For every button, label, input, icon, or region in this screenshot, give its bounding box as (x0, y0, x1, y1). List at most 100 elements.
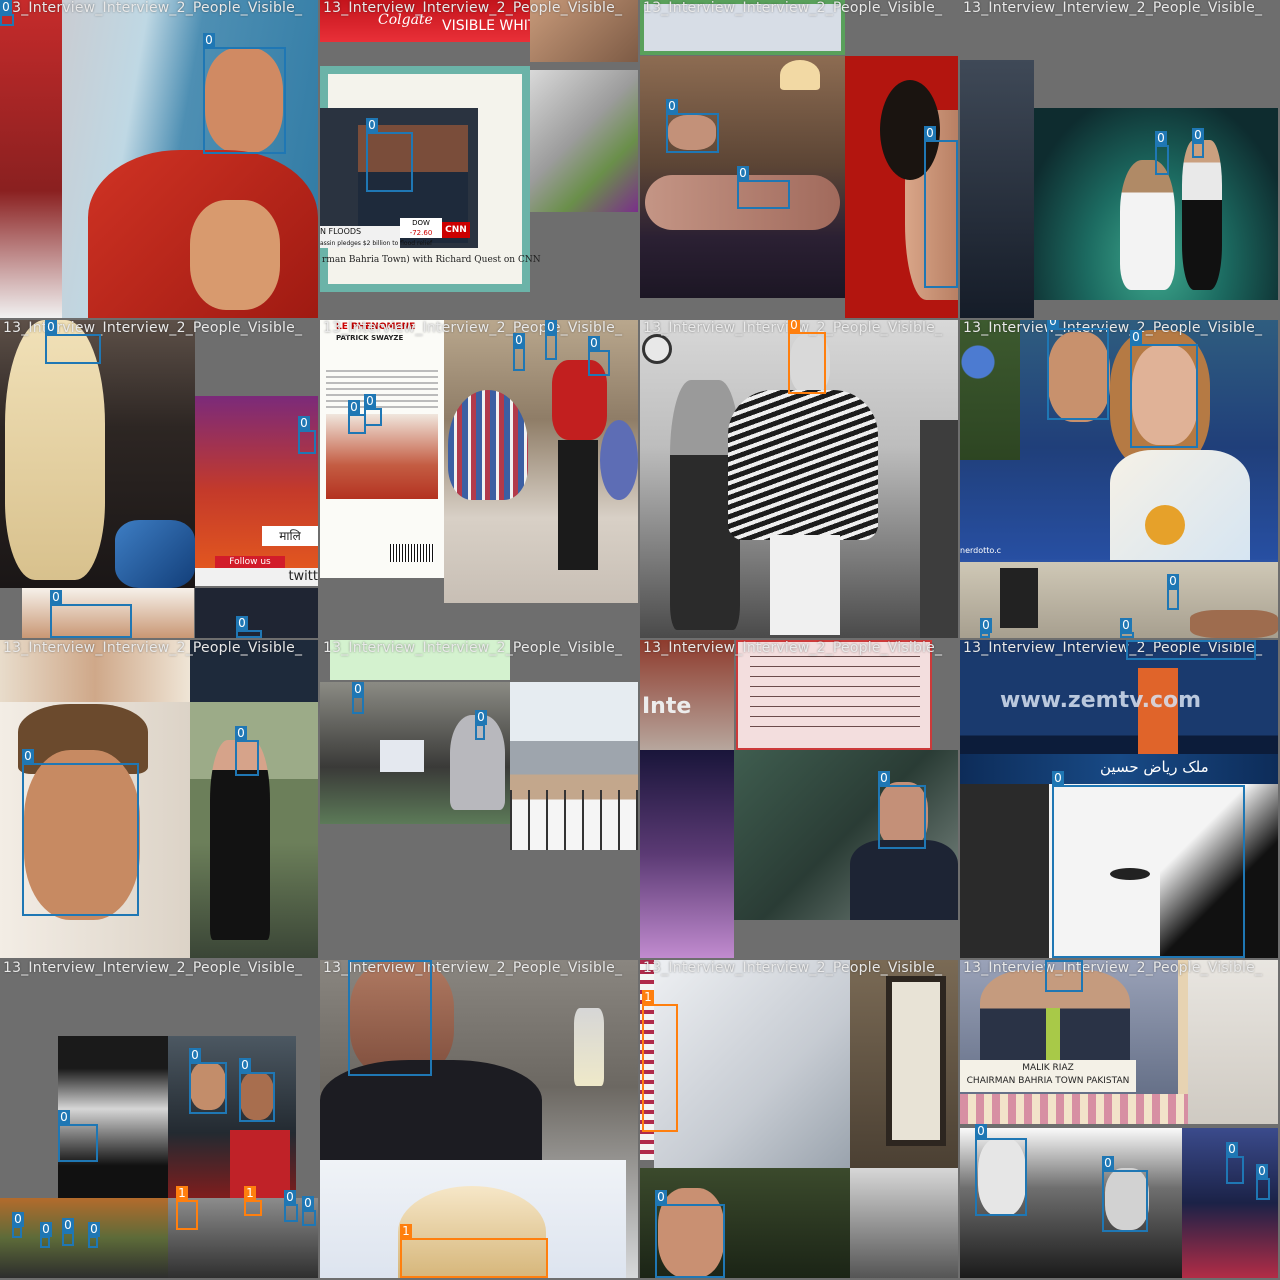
mosaic-tile: 13_Interview_Interview_2_People_Visible_… (0, 640, 318, 958)
face-bounding-box: 0 (1047, 320, 1109, 420)
photo-speaker (1000, 568, 1038, 628)
photo-hand (190, 200, 280, 310)
class-tag: 0 (666, 99, 678, 114)
tile-label: 13_Interview_Interview_2_People_Visible_ (643, 960, 943, 976)
photo-dark-crowd (195, 588, 318, 638)
photo-railing (510, 790, 638, 850)
face-bounding-box: 0 (878, 771, 926, 849)
photo-face (350, 960, 454, 1078)
face-bounding-box: 0 (12, 1212, 24, 1238)
face-bounding-box: 0 (1256, 1164, 1270, 1200)
photo-barcode (390, 544, 434, 562)
photo-dark-stage-left (960, 60, 1034, 318)
class-tag: 1 (176, 1186, 188, 1201)
face-bounding-box: 0 (235, 726, 259, 776)
photo-woman-face (1132, 345, 1198, 445)
dow-value: -72.60 (409, 229, 433, 237)
class-tag: 0 (62, 1218, 74, 1233)
tile-label: 13_Interview_Interview_2_People_Visible_ (3, 640, 303, 656)
tile-label: 13_Interview_Interview_2_People_Visible_ (963, 0, 1263, 16)
photo-dancer-black (1182, 140, 1222, 290)
class-tag: 0 (298, 416, 310, 431)
class-tag: 0 (588, 336, 600, 351)
photo-flowers (960, 320, 1020, 460)
face-bounding-box: 0 (40, 1222, 52, 1248)
face-bounding-box: 0 (1102, 1156, 1148, 1232)
class-tag: 0 (1126, 640, 1138, 641)
mosaic-tile: 13_Interview_Interview_2_People_Visible_… (640, 0, 958, 318)
photo-woman-red-dress (0, 0, 62, 318)
photo-yoga-strip (0, 640, 190, 702)
mosaic-tile: Inte 13_Interview_Interview_2_People_Vis… (640, 640, 958, 958)
photo-striped-poncho (728, 390, 878, 540)
face-bounding-box: 0 (22, 749, 139, 916)
class-tag: 0 (475, 710, 487, 725)
face-bounding-box: 0 (1130, 330, 1198, 448)
face-bounding-box: 1 (400, 1224, 548, 1278)
face-bounding-box: 1 (176, 1186, 198, 1230)
tile-label: 13_Interview_Interview_2_People_Visible_ (963, 320, 1263, 336)
face-bounding-box: 0 (364, 394, 382, 426)
ticker-headline: N FLOODS (320, 227, 362, 236)
photo-blonde-hair (398, 1186, 546, 1278)
face-bounding-box: 0 (655, 1190, 725, 1278)
photo-bw-man-right (1105, 1168, 1149, 1230)
mosaic-tile: Colgate VISIBLE WHITE DOW -72.60 CNN N F… (320, 0, 638, 318)
class-tag: 0 (1226, 1142, 1238, 1157)
photo-woman-face (240, 1072, 274, 1120)
product-text: VISIBLE WHITE (442, 18, 546, 34)
brand-text: Colgate (378, 12, 433, 28)
photo-blurred-wall (1188, 960, 1278, 1124)
face-bounding-box: 0 (737, 166, 790, 209)
class-tag: 0 (513, 333, 525, 348)
face-bounding-box: 0 (1226, 1142, 1244, 1184)
photo-logo-strip (640, 640, 734, 750)
photo-man-black-pants (558, 440, 598, 570)
photo-surgeon-mask (654, 960, 850, 1168)
photo-dark-suit-strip (190, 640, 318, 702)
inter-text: Inte (642, 694, 692, 719)
photo-red-dress (230, 1130, 290, 1198)
face-bounding-box: 0 (203, 33, 286, 154)
face-bounding-box: 0 (980, 618, 992, 638)
photo-man-face (190, 1062, 226, 1110)
face-bounding-box: 0 (58, 1110, 98, 1162)
photo-dark-corner (850, 1168, 958, 1278)
face-bounding-box: 0 (513, 333, 525, 371)
face-bounding-box: 0 (239, 1058, 275, 1122)
photo-orange-tie (1138, 668, 1178, 758)
photo-man-red-shirt (552, 360, 607, 440)
photo-black-tshirt (320, 1060, 542, 1160)
class-tag: 0 (50, 590, 62, 605)
face-bounding-box: 0 (189, 1048, 227, 1114)
cnn-logo: CNN (442, 222, 470, 238)
class-tag: 0 (58, 1110, 70, 1125)
photo-tie (1046, 1008, 1060, 1070)
class-tag: 0 (239, 1058, 251, 1073)
tile-label: 13_Interview_Interview_2_People_Visible_ (323, 0, 623, 16)
class-tag: 0 (737, 166, 749, 181)
tile-label: 13_Interview_Interview_2_People_Visible_ (323, 960, 623, 976)
photo-dancer-skirt-right (600, 420, 638, 500)
photo-girl-face (658, 1188, 724, 1278)
photo-woman-lying (645, 175, 840, 230)
face-bounding-box: 0 (975, 1124, 1027, 1216)
site-watermark: www.zemtv.com (1000, 688, 1202, 713)
photo-portrait-eye (1110, 868, 1150, 880)
face-bounding-box: 0 (1045, 960, 1083, 992)
class-tag: 0 (45, 320, 57, 335)
face-bounding-box: 0 (545, 320, 557, 360)
mosaic-tile: www.zemtv.com ملک ریاض حسین 13_Interview… (960, 640, 1278, 958)
face-bounding-box: 0 (1167, 574, 1179, 610)
mosaic-tile: nerdotto.c 13_Interview_Interview_2_Peop… (960, 320, 1278, 638)
face-bounding-box: 0 (298, 416, 316, 454)
face-bounding-box: 0 (1155, 131, 1169, 175)
tile-label: 13_Interview_Interview_2_People_Visible_ (3, 960, 303, 976)
face-bounding-box: 0 (302, 1196, 316, 1226)
dow-label: DOW (412, 219, 430, 227)
photo-floral-border (960, 1094, 1188, 1124)
face-bounding-box: 0 (88, 1222, 100, 1248)
photo-bw-man-left (978, 1138, 1026, 1216)
class-tag: 0 (1102, 1156, 1114, 1171)
cover-line: PATRICK SWAYZE (336, 334, 404, 342)
